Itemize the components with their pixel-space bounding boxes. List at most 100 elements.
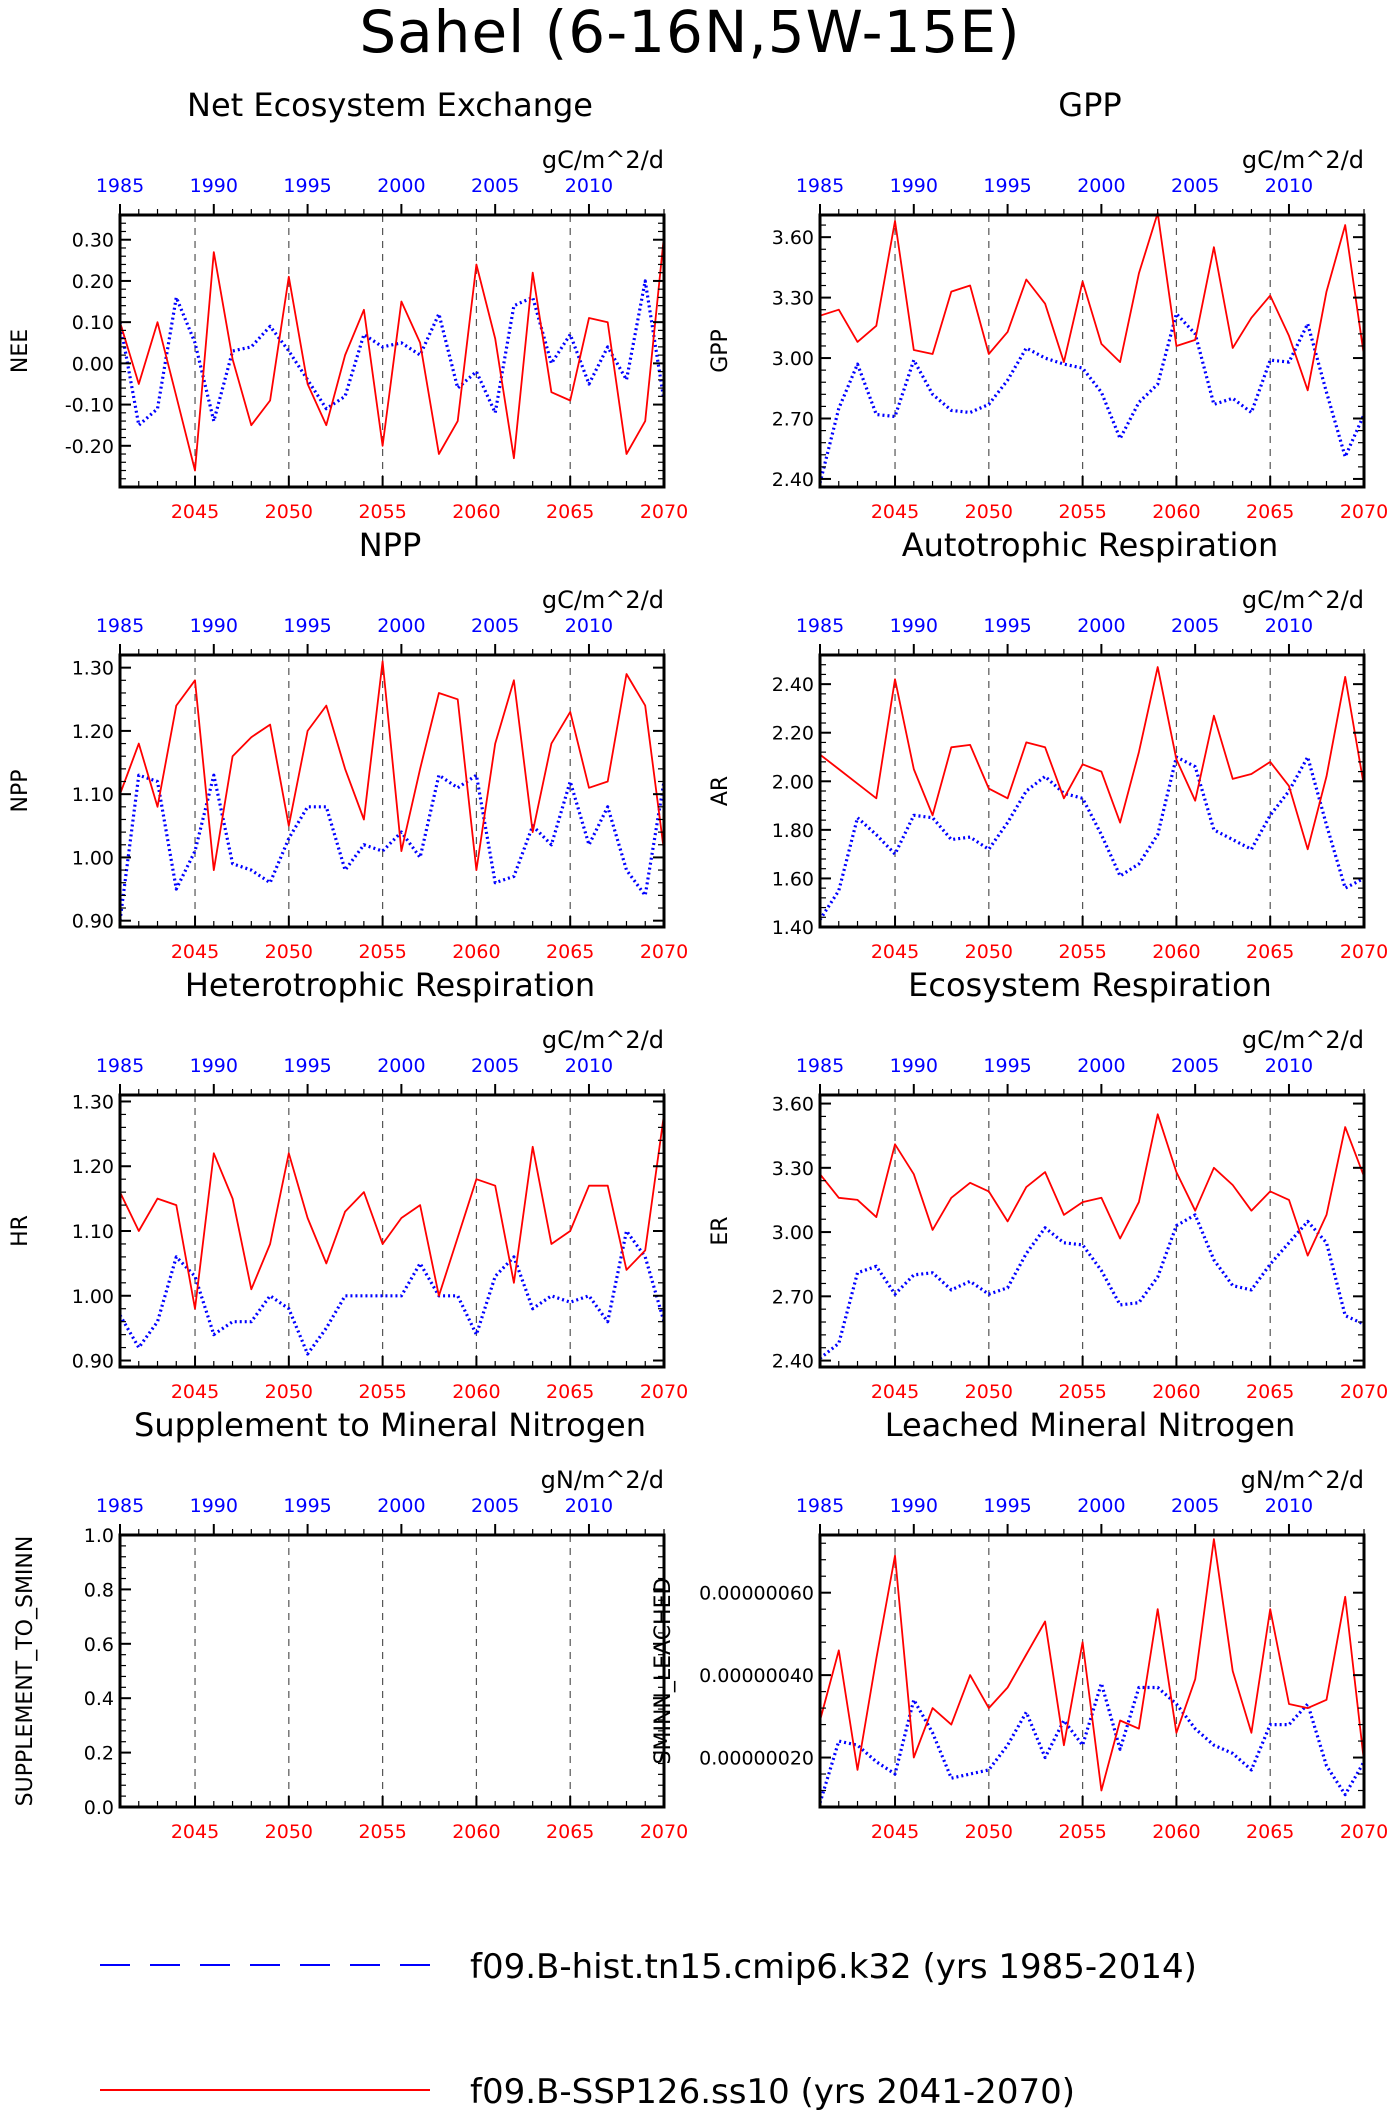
- x-tick-label-ssp: 2070: [640, 1821, 688, 1843]
- panel-1: Net Ecosystem Exchange gC/m^2/d NEE -0.20 -0…: [8, 86, 688, 523]
- units-label: gN/m^2/d: [1241, 1466, 1364, 1494]
- x-tick-label-ssp: 2060: [452, 941, 500, 963]
- x-tick-label-hist: 2000: [377, 1055, 425, 1077]
- plot-frame: [818, 653, 1366, 929]
- x-tick-label-hist: 1985: [96, 1495, 144, 1517]
- legend-label: f09.B-SSP126.ss10 (yrs 2041-2070): [470, 2072, 1075, 2112]
- x-tick-label-ssp: 2050: [265, 1381, 313, 1403]
- x-tick-label-hist: 1985: [796, 1055, 844, 1077]
- series-line-ssp: [119, 1114, 665, 1310]
- y-tick-label: 0.90: [72, 911, 114, 933]
- y-tick-label: 0.0: [84, 1797, 114, 1819]
- x-tick-label-hist: 2005: [471, 175, 519, 197]
- y-tick-label: 1.80: [772, 820, 814, 842]
- series-line-hist: [819, 1213, 1365, 1360]
- panel-title: NPP: [359, 526, 422, 564]
- x-tick-label-ssp: 2060: [1152, 1381, 1200, 1403]
- x-tick-label-hist: 2005: [1171, 1495, 1219, 1517]
- y-tick-label: 0.8: [84, 1579, 114, 1601]
- x-tick-label-hist: 2000: [377, 1495, 425, 1517]
- panel-2: GPP gC/m^2/d GPP 2.40 2.70 3.00 3.30 3.60 2045 20…: [708, 86, 1388, 523]
- x-tick-label-hist: 1995: [983, 1055, 1031, 1077]
- y-tick-label: -0.10: [65, 395, 114, 417]
- y-tick-label: 1.20: [72, 721, 114, 743]
- units-label: gC/m^2/d: [1242, 586, 1364, 614]
- y-tick-label: 3.00: [772, 1222, 814, 1244]
- units-label: gN/m^2/d: [541, 1466, 664, 1494]
- x-tick-label-ssp: 2070: [1340, 501, 1388, 523]
- x-tick-label-hist: 2005: [1171, 175, 1219, 197]
- y-tick-label: 3.60: [772, 1094, 814, 1116]
- y-tick-label: 1.00: [72, 1286, 114, 1308]
- x-tick-label-hist: 1985: [796, 175, 844, 197]
- y-tick-label: 2.20: [772, 723, 814, 745]
- x-tick-label-ssp: 2055: [1058, 501, 1106, 523]
- x-tick-label-ssp: 2055: [1058, 941, 1106, 963]
- y-tick-label: 2.70: [772, 408, 814, 430]
- x-tick-label-hist: 1990: [190, 1495, 238, 1517]
- x-tick-label-ssp: 2070: [640, 941, 688, 963]
- y-axis-label: AR: [708, 776, 733, 806]
- y-tick-label: 2.00: [772, 771, 814, 793]
- y-tick-label: 2.70: [772, 1286, 814, 1308]
- x-tick-label-hist: 1990: [190, 1055, 238, 1077]
- y-tick-label: 0.6: [84, 1634, 114, 1656]
- panel-7: Supplement to Mineral Nitrogen gN/m^2/d SU…: [13, 1406, 688, 1843]
- x-tick-label-hist: 2000: [1077, 175, 1125, 197]
- plot-frame: [818, 1533, 1366, 1809]
- x-tick-label-ssp: 2065: [546, 501, 594, 523]
- x-tick-label-ssp: 2060: [1152, 1821, 1200, 1843]
- x-tick-label-hist: 1985: [96, 175, 144, 197]
- y-axis-label: ER: [708, 1216, 733, 1245]
- x-tick-label-ssp: 2045: [871, 1381, 919, 1403]
- series-line-ssp: [119, 660, 665, 871]
- y-tick-label: 1.40: [772, 917, 814, 939]
- x-tick-label-hist: 1985: [796, 1495, 844, 1517]
- x-tick-label-hist: 1995: [983, 615, 1031, 637]
- x-tick-label-hist: 1990: [890, 1055, 938, 1077]
- plot-frame: [118, 653, 666, 929]
- x-tick-label-hist: 2010: [1265, 615, 1313, 637]
- x-tick-label-ssp: 2055: [358, 1821, 406, 1843]
- x-tick-label-ssp: 2050: [265, 1821, 313, 1843]
- panel-title: GPP: [1058, 86, 1121, 124]
- y-tick-label: 0.10: [72, 312, 114, 334]
- x-tick-label-ssp: 2065: [1246, 1381, 1294, 1403]
- x-tick-label-hist: 2005: [471, 1495, 519, 1517]
- x-tick-label-ssp: 2070: [1340, 1381, 1388, 1403]
- panel-title: Ecosystem Respiration: [908, 966, 1272, 1004]
- figure-title: Sahel (6-16N,5W-15E): [359, 0, 1020, 66]
- x-tick-label-ssp: 2045: [171, 1381, 219, 1403]
- x-tick-label-ssp: 2070: [1340, 1821, 1388, 1843]
- x-tick-label-ssp: 2050: [965, 501, 1013, 523]
- x-tick-label-ssp: 2060: [452, 1381, 500, 1403]
- x-tick-label-ssp: 2065: [1246, 1821, 1294, 1843]
- series-line-ssp: [819, 1538, 1365, 1792]
- plot-frame: [118, 1533, 666, 1809]
- units-label: gC/m^2/d: [542, 146, 664, 174]
- series-line-ssp: [819, 212, 1365, 392]
- series-line-hist: [818, 312, 1366, 484]
- x-tick-label-hist: 1990: [890, 1495, 938, 1517]
- panel-title: Supplement to Mineral Nitrogen: [134, 1406, 646, 1444]
- x-tick-label-ssp: 2070: [640, 501, 688, 523]
- panel-8: Leached Mineral Nitrogen gN/m^2/d SMINN_LE…: [651, 1406, 1388, 1843]
- y-tick-label: 0.2: [84, 1743, 114, 1765]
- series-line-hist: [118, 279, 666, 427]
- panel-5: Heterotrophic Respiration gC/m^2/d HR 0.90 1…: [8, 966, 688, 1403]
- y-tick-label: 1.0: [84, 1525, 114, 1547]
- y-tick-label: 3.60: [772, 227, 814, 249]
- series-line-hist: [818, 1681, 1366, 1804]
- x-tick-label-ssp: 2050: [965, 1381, 1013, 1403]
- y-axis-label: SUPPLEMENT_TO_SMINN: [13, 1536, 38, 1807]
- plot-frame: [818, 1093, 1366, 1369]
- y-tick-label: 0.00: [72, 353, 114, 375]
- x-tick-label-ssp: 2055: [1058, 1821, 1106, 1843]
- x-tick-label-hist: 2010: [1265, 1495, 1313, 1517]
- x-tick-label-hist: 1985: [96, 1055, 144, 1077]
- x-tick-label-ssp: 2070: [1340, 941, 1388, 963]
- y-tick-label: 3.00: [772, 348, 814, 370]
- x-tick-label-ssp: 2055: [358, 501, 406, 523]
- x-tick-label-ssp: 2065: [1246, 501, 1294, 523]
- y-tick-label: -0.20: [65, 436, 114, 458]
